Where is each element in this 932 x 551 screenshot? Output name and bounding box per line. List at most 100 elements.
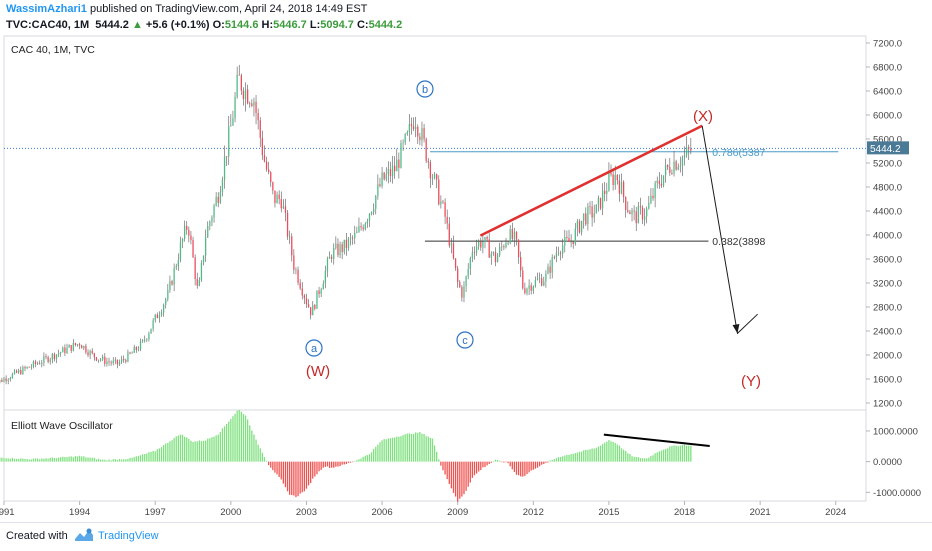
chart-canvas[interactable]: 7200.06800.06400.06000.05600.05200.04800…	[0, 34, 932, 522]
oscillator-bar	[491, 462, 492, 463]
oscillator-bar	[201, 441, 202, 462]
candle-body	[306, 298, 307, 304]
oscillator-bar	[234, 414, 235, 462]
candle-body	[31, 367, 32, 368]
oscillator-axis-label: 0.0000	[873, 457, 902, 468]
candle-body	[648, 203, 649, 209]
candle-body	[66, 348, 67, 353]
candle-body	[602, 191, 603, 209]
candle-body	[451, 243, 452, 245]
oscillator-bar	[400, 436, 401, 462]
candle-body	[407, 132, 408, 134]
trendline[interactable]	[480, 126, 702, 236]
candle-body	[384, 173, 385, 180]
candle-body	[608, 172, 609, 190]
oscillator-bar	[129, 458, 130, 462]
oscillator-bar	[270, 462, 271, 468]
symbol-label[interactable]: TVC:CAC40, 1M	[6, 19, 89, 31]
oscillator-bar	[440, 462, 441, 466]
oscillator-bar	[312, 462, 313, 479]
candle-body	[182, 239, 183, 242]
candle-body	[192, 240, 193, 257]
oscillator-bar	[365, 456, 366, 462]
oscillator-bar	[136, 456, 137, 461]
time-axis[interactable]: 1991199419972000200320062009201220152018…	[0, 501, 846, 518]
oscillator-bar	[680, 446, 681, 462]
candle-body	[356, 232, 357, 233]
oscillator-bar	[352, 462, 353, 463]
candle-body	[43, 356, 44, 363]
oscillator-bar	[598, 447, 599, 462]
divergence-line[interactable]	[604, 435, 710, 446]
oscillator-bar	[176, 436, 177, 461]
oscillator-bar	[587, 450, 588, 462]
oscillator-axis-label: 1000.0000	[873, 426, 918, 437]
oscillator-bar	[274, 462, 275, 473]
oscillator-bar	[325, 462, 326, 467]
oscillator-bar	[636, 457, 637, 462]
candle-body	[606, 191, 607, 194]
price-axis-label: 6400.0	[873, 87, 902, 98]
candle-body	[346, 240, 347, 248]
wave-a-text: a	[311, 343, 318, 355]
candle-body	[146, 339, 147, 340]
oscillator-bar	[537, 462, 538, 468]
author-link[interactable]: WassimAzhari1	[6, 3, 87, 15]
candle-body	[556, 253, 557, 257]
candle-body	[249, 103, 250, 104]
candle-body	[363, 228, 364, 230]
oscillator-bar	[333, 462, 334, 468]
oscillator-bar	[45, 458, 46, 461]
oscillator-bar	[564, 455, 565, 461]
candle-body	[333, 248, 334, 259]
candle-body	[673, 161, 674, 173]
candle-body	[39, 363, 40, 364]
oscillator-bar	[20, 458, 21, 461]
candle-body	[77, 344, 78, 345]
candle-body	[94, 353, 95, 357]
oscillator-bar	[102, 460, 103, 462]
candle-body	[688, 147, 689, 149]
candle-body	[577, 221, 578, 228]
candle-body	[161, 313, 162, 316]
oscillator-bar	[236, 411, 237, 462]
wave-b-text: b	[422, 84, 428, 96]
oscillator-bar	[22, 459, 23, 462]
candle-body	[409, 124, 410, 132]
candle-body	[470, 258, 471, 269]
price-axis-label: 4400.0	[873, 207, 902, 218]
oscillator-bar	[186, 438, 187, 462]
tradingview-brand-link[interactable]: TradingView	[98, 530, 159, 542]
oscillator-bar	[384, 439, 385, 462]
oscillator-bar	[562, 456, 563, 461]
candle-body	[289, 236, 290, 237]
oscillator-bar	[58, 458, 59, 462]
candle-body	[274, 190, 275, 203]
oscillator-bar	[436, 452, 437, 462]
candle-body	[566, 237, 567, 238]
candle-body	[638, 206, 639, 223]
price-axis-label: 1600.0	[873, 375, 902, 386]
oscillator-bar	[535, 462, 536, 469]
oscillator-pane-title: Elliott Wave Oscillator	[11, 420, 113, 432]
candle-body	[612, 174, 613, 185]
price-axis[interactable]: 7200.06800.06400.06000.05600.05200.04800…	[866, 39, 902, 410]
candle-body	[194, 257, 195, 279]
candle-body	[310, 307, 311, 315]
oscillator-bar	[241, 412, 242, 462]
candle-body	[535, 280, 536, 286]
candle-body	[47, 357, 48, 362]
candle-body	[262, 138, 263, 155]
oscillator-bar	[96, 459, 97, 461]
wave-label-c: c	[457, 332, 473, 348]
oscillator-bar	[110, 460, 111, 461]
oscillator-bar	[144, 454, 145, 462]
time-axis-label: 2006	[371, 507, 392, 518]
oscillator-bar	[419, 432, 420, 462]
candle-body	[520, 257, 521, 270]
price-axis-label: 3600.0	[873, 255, 902, 266]
candle-body	[157, 315, 158, 318]
tradingview-logo-icon[interactable]	[74, 527, 94, 545]
oscillator-bar	[304, 462, 305, 492]
